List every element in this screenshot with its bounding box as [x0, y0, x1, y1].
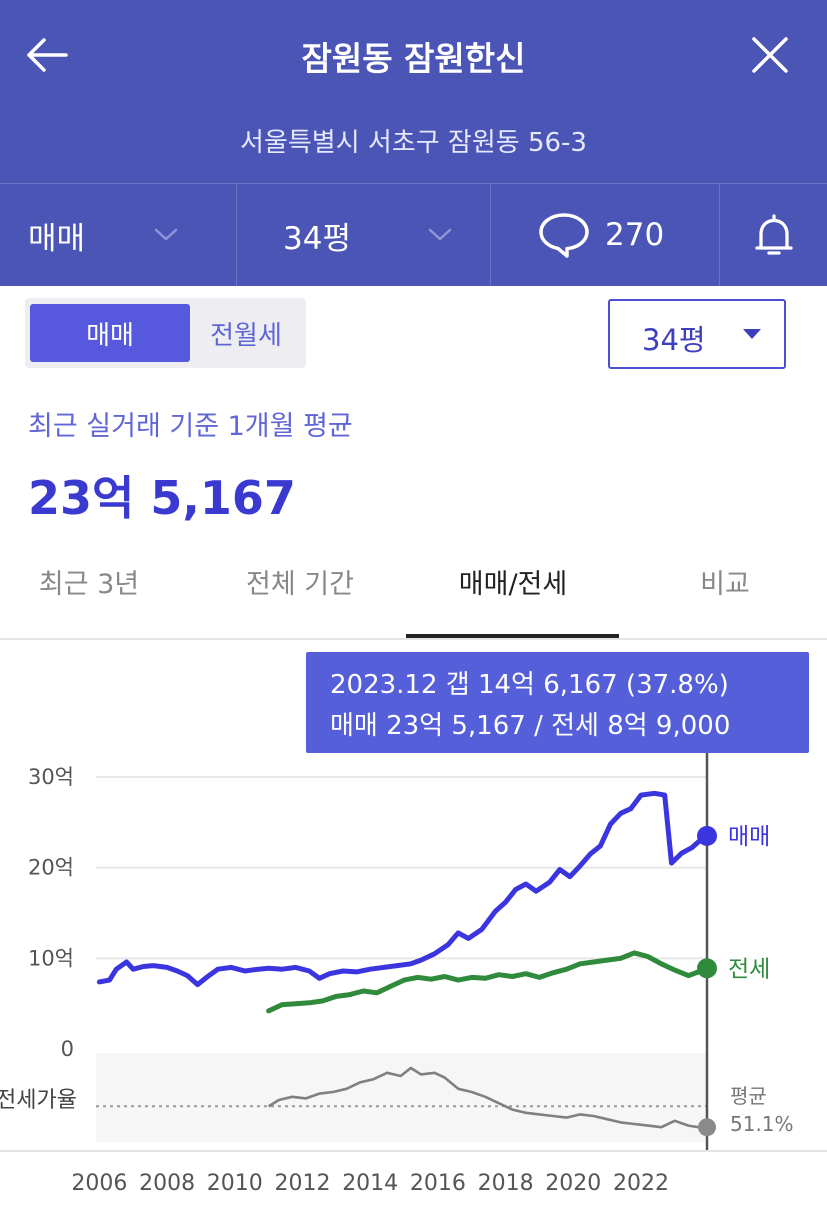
back-button[interactable]	[22, 30, 72, 80]
x-tick-label: 2010	[207, 1171, 263, 1196]
size-dropdown[interactable]: 34평	[237, 184, 490, 286]
y-tick-label: 30억	[28, 765, 74, 789]
tooltip-price-line: 매매 23억 5,167 / 전세 8억 9,000	[330, 711, 731, 741]
arrow-left-icon	[27, 38, 68, 72]
segment-rent[interactable]: 전월세	[210, 320, 282, 351]
x-tick-label: 2018	[478, 1171, 534, 1196]
tab-all-period[interactable]: 전체 기간	[246, 569, 354, 600]
series-line-ratio	[267, 1066, 707, 1129]
tooltip-gap-line: 2023.12 갭 14억 6,167 (37.8%)	[330, 670, 729, 700]
comments-button[interactable]: 270	[491, 184, 719, 286]
deal-type-dropdown[interactable]: 매매	[0, 184, 236, 286]
sale-current-point	[697, 825, 717, 846]
series-label-sale: 매매	[728, 824, 770, 850]
filter-divider	[719, 184, 720, 286]
x-tick-label: 2006	[71, 1171, 127, 1196]
header-divider	[0, 183, 827, 184]
filter-bar: 매매 34평 270	[0, 184, 827, 286]
series-line-jeonse	[266, 950, 710, 1014]
series-line-sale	[96, 790, 710, 988]
address: 서울특별시 서초구 잠원동 56-3	[240, 128, 587, 158]
size-label: 34평	[283, 220, 351, 257]
jeonse-current-point	[697, 958, 717, 979]
average-label: 최근 실거래 기준 1개월 평균	[28, 411, 353, 442]
ratio-panel-background	[96, 1053, 707, 1142]
close-icon	[752, 37, 788, 73]
ratio-average-label: 평균	[730, 1084, 767, 1108]
notification-button[interactable]	[720, 184, 827, 286]
filter-divider	[236, 184, 237, 286]
average-price: 23억 5,167	[28, 471, 296, 525]
price-chart[interactable]: 30억 20억 10억 0 2006 2008 2010 2012 2014 2016 2018 2…	[0, 640, 827, 1209]
comment-count: 270	[605, 217, 665, 253]
x-tick-label: 2012	[274, 1171, 330, 1196]
x-tick-label: 2014	[342, 1171, 398, 1196]
tab-compare[interactable]: 비교	[700, 569, 750, 600]
size-select[interactable]: 34평	[608, 299, 786, 369]
x-tick-label: 2020	[545, 1171, 601, 1196]
bell-icon	[754, 214, 793, 255]
close-button[interactable]	[745, 30, 795, 80]
ratio-current-point	[698, 1118, 716, 1137]
x-tick-label: 2022	[613, 1171, 669, 1196]
chevron-down-icon	[154, 228, 178, 241]
filter-divider	[490, 184, 491, 286]
page-title: 잠원동 잠원한신	[301, 39, 526, 78]
speech-bubble-icon	[539, 213, 589, 258]
caret-down-icon	[743, 329, 761, 339]
x-tick-label: 2008	[139, 1171, 195, 1196]
ratio-label: 전세가율	[0, 1088, 77, 1113]
y-tick-label: 0	[61, 1037, 74, 1061]
chart-tooltip: 2023.12 갭 14억 6,167 (37.8%) 매매 23억 5,167…	[306, 652, 809, 753]
segment-sale[interactable]: 매매	[30, 304, 190, 362]
y-tick-label: 10억	[28, 946, 74, 970]
trade-type-segment: 매매 전월세	[25, 298, 306, 368]
series-label-jeonse: 전세	[728, 956, 770, 982]
tab-sale-jeonse[interactable]: 매매/전세	[458, 569, 568, 600]
active-tab-indicator	[406, 634, 619, 638]
ratio-average-value: 51.1%	[730, 1112, 794, 1136]
x-tick-label: 2016	[410, 1171, 466, 1196]
tab-divider	[0, 638, 827, 640]
deal-type-label: 매매	[28, 220, 86, 257]
size-select-value: 34평	[642, 323, 706, 357]
app-header: 잠원동 잠원한신 서울특별시 서초구 잠원동 56-3 매매 34평 270	[0, 0, 827, 286]
y-tick-label: 20억	[28, 856, 74, 880]
tab-recent-3-years[interactable]: 최근 3년	[38, 569, 140, 600]
chevron-down-icon	[428, 228, 452, 241]
